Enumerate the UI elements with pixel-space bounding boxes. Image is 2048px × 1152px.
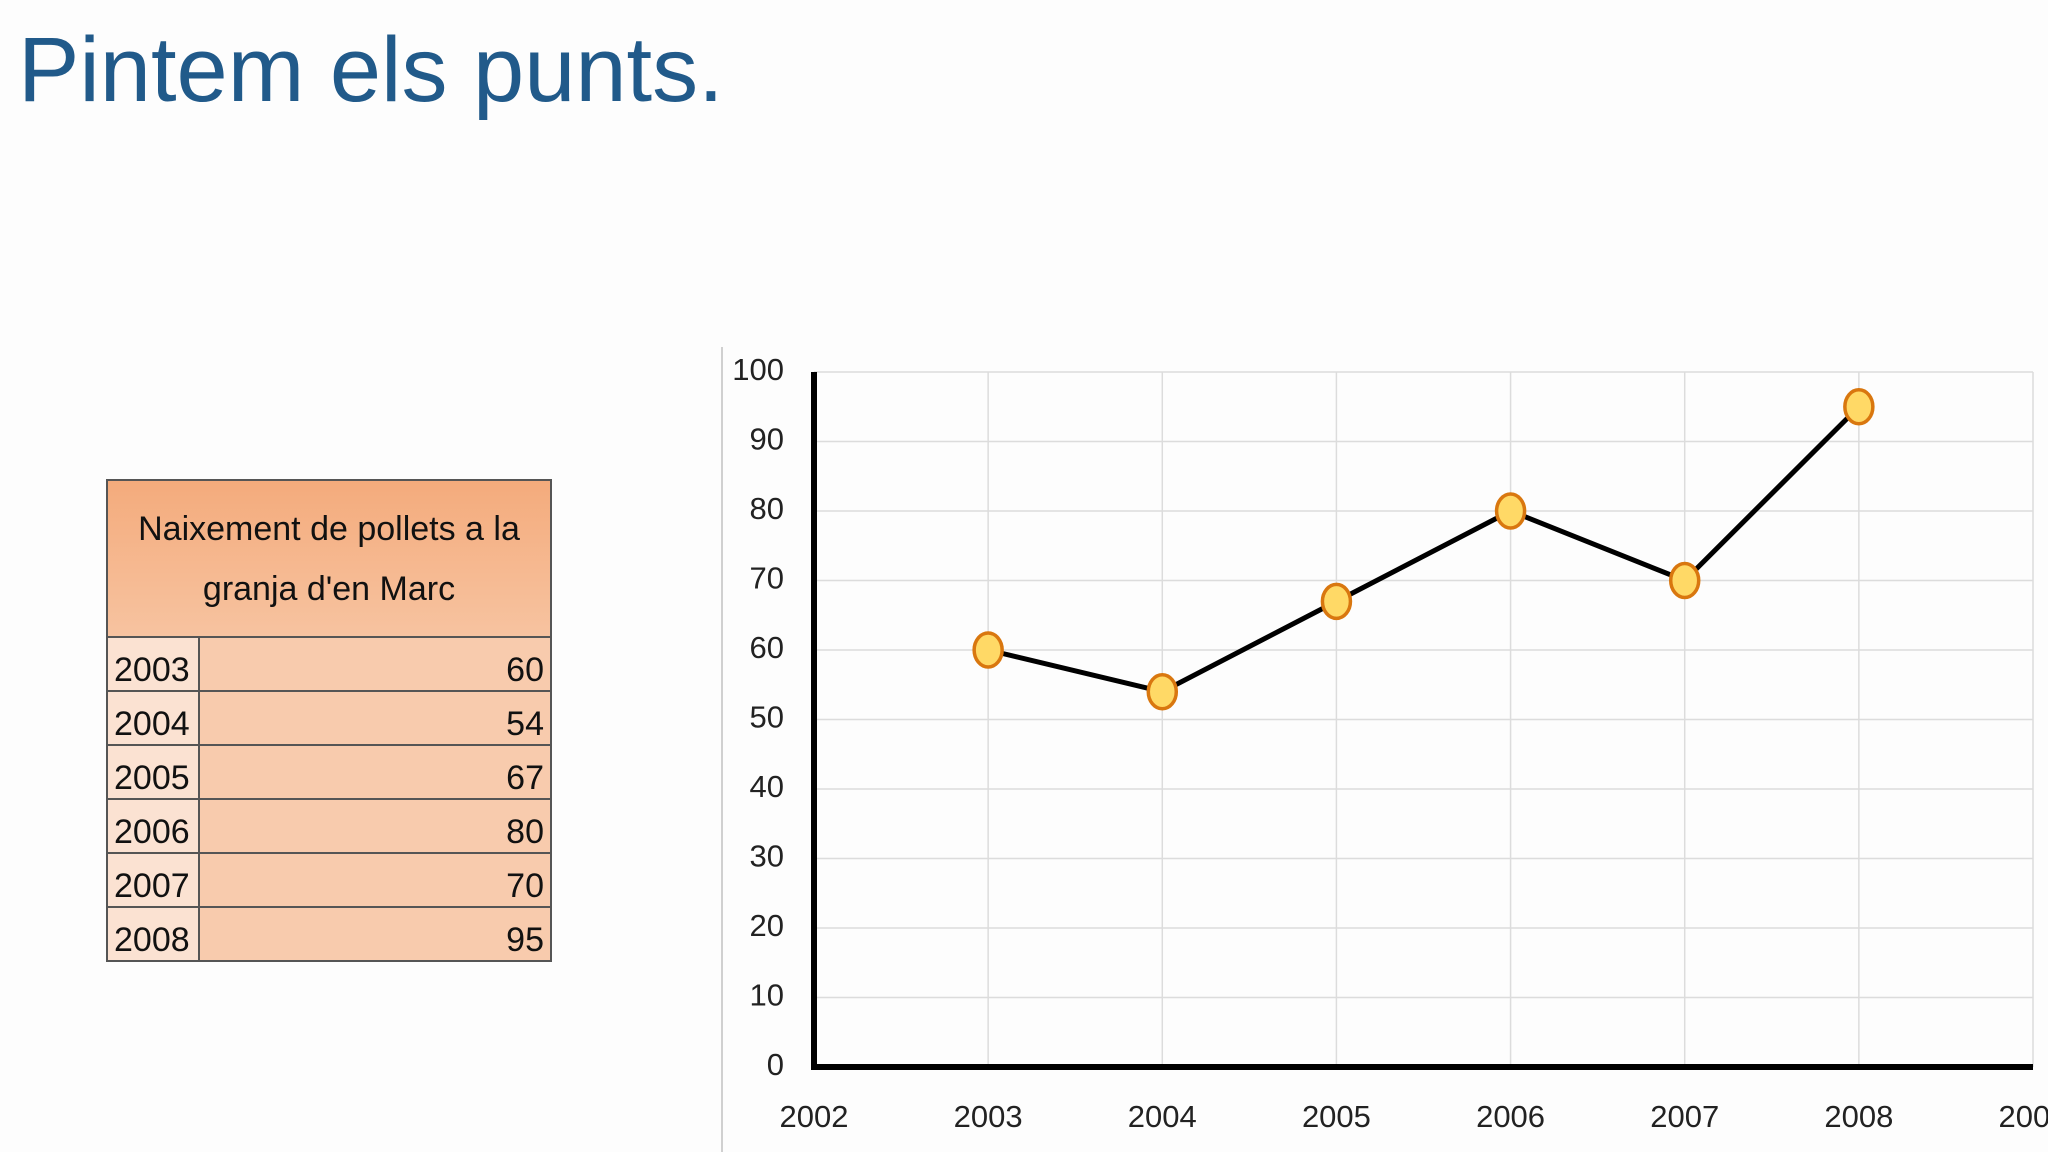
x-tick-label: 2007 [1650,1099,1719,1134]
data-point [1146,672,1179,711]
value-cell: 60 [198,636,552,692]
data-point [1843,388,1875,426]
y-tick-label: 40 [750,769,784,804]
x-tick-label: 2005 [1302,1099,1371,1134]
year-cell: 2007 [106,852,200,908]
year-cell: 2004 [106,690,200,746]
slide-title: Pintem els punts. [18,19,724,121]
table-row: 2005 67 [106,744,552,800]
data-line [987,404,1861,695]
y-tick-label: 30 [750,839,784,874]
value-cell: 67 [198,744,552,800]
year-cell: 2005 [106,744,200,800]
y-tick-label: 50 [750,700,784,735]
year-cell: 2003 [106,636,200,692]
data-point [1494,492,1527,530]
y-tick-label: 100 [732,352,784,387]
table-row: 2004 54 [106,690,552,746]
table-body: 2003 60 2004 54 2005 67 2006 80 2007 70 2008 95 [106,636,552,962]
x-tick-label: 2009 [1999,1099,2048,1134]
table-header: Naixement de pollets a la granja d'en Ma… [106,479,552,638]
year-cell: 2006 [106,798,200,854]
y-tick-label: 90 [750,422,784,457]
table-row: 2008 95 [106,906,552,962]
x-tick-label: 2002 [780,1099,849,1134]
data-point [1668,561,1701,600]
y-tick-label: 80 [750,491,784,526]
data-point [972,631,1004,669]
y-tick-label: 20 [750,908,784,943]
table-row: 2007 70 [106,852,552,908]
x-tick-label: 2004 [1128,1099,1197,1134]
table-row: 2006 80 [106,798,552,854]
data-point [1320,582,1353,621]
x-tick-label: 2006 [1476,1099,1545,1134]
y-tick-label: 60 [750,630,784,665]
x-tick-label: 2008 [1824,1099,1893,1134]
data-table: Naixement de pollets a la granja d'en Ma… [106,479,552,962]
x-tick-label: 2003 [954,1099,1023,1134]
value-cell: 54 [198,690,552,746]
y-tick-label: 70 [750,561,784,596]
value-cell: 70 [198,852,552,908]
table-row: 2003 60 [106,636,552,692]
y-tick-label: 0 [767,1047,784,1082]
value-cell: 80 [198,798,552,854]
year-cell: 2008 [106,906,200,962]
y-tick-label: 10 [750,978,784,1013]
value-cell: 95 [198,906,552,962]
